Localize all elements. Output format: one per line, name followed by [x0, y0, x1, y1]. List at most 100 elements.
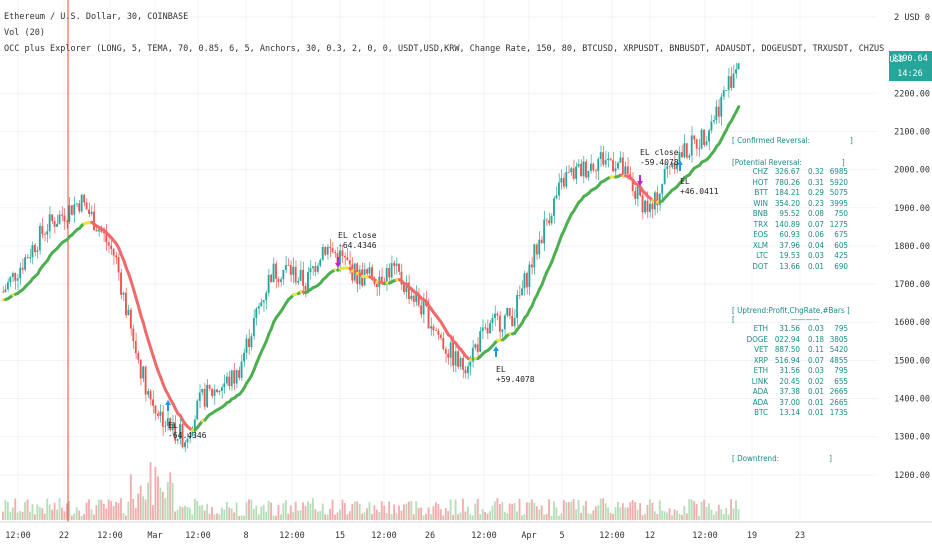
volume-bar — [193, 498, 196, 520]
candle-body — [688, 155, 691, 158]
bars-cell: 6985 — [829, 167, 848, 176]
candle-body — [459, 358, 462, 367]
time-tick-label: 12:00 — [185, 531, 211, 541]
volume-bar — [159, 487, 162, 520]
candle-body — [122, 292, 125, 295]
volume-bar — [646, 504, 649, 520]
table-row: DOGE 022.94 0.18 3805 — [732, 335, 850, 346]
symbol-title: Ethereum / U.S. Dollar, 30, COINBASE — [4, 12, 189, 22]
volume-bar — [299, 510, 302, 520]
volume-bar — [368, 502, 371, 520]
candle-body — [557, 182, 560, 196]
tema-segment — [141, 321, 148, 335]
bars-cell: 5420 — [829, 345, 848, 354]
volume-bar — [321, 503, 324, 520]
bars-cell: 5920 — [829, 177, 848, 187]
candle-body — [671, 162, 673, 167]
candle-body — [457, 351, 459, 367]
candle-body — [58, 214, 61, 224]
volume-bar — [607, 507, 610, 520]
volume-bar — [715, 511, 718, 520]
time-tick-label: 12:00 — [5, 531, 31, 541]
volume-bar — [2, 511, 4, 520]
candle-body — [680, 152, 683, 158]
signal-arrow — [637, 175, 643, 186]
profit-cell: 95.52 — [779, 209, 800, 218]
volume-bar — [203, 510, 206, 520]
candle-body — [326, 246, 329, 255]
candle-body — [666, 166, 669, 169]
volume-bar — [523, 514, 526, 520]
candle-body — [206, 384, 209, 407]
candle-body — [88, 209, 90, 214]
candle-body — [53, 221, 56, 227]
volume-bar — [341, 499, 344, 520]
candle-body — [395, 263, 398, 266]
volume-bar — [442, 515, 445, 520]
candle-body — [31, 245, 34, 258]
volume-bar — [466, 506, 469, 520]
volume-bar — [255, 505, 258, 520]
candle-body — [46, 231, 49, 235]
candle-body — [311, 266, 314, 269]
volume-bar — [257, 514, 260, 520]
candle-body — [203, 388, 206, 407]
candle-body — [469, 361, 472, 367]
candle-body — [95, 230, 98, 232]
candle-body — [631, 179, 634, 192]
volume-bar — [671, 515, 673, 520]
signal-value-label: -64.4346 — [168, 431, 207, 440]
candle-body — [319, 259, 322, 266]
candle-body — [708, 130, 710, 142]
candle-body — [307, 272, 309, 291]
volume-bar — [51, 509, 54, 520]
candle-body — [115, 255, 118, 258]
profit-cell: 20.45 — [779, 376, 800, 386]
bars-cell: 425 — [834, 251, 848, 260]
candle-body — [43, 234, 46, 235]
candle-body — [302, 269, 304, 286]
volume-bar — [673, 509, 676, 520]
candle-body — [550, 215, 553, 224]
candle-body — [272, 263, 275, 283]
candle-body — [489, 323, 491, 334]
volume-bar — [56, 509, 58, 520]
candle-body — [38, 225, 41, 251]
volume-bar — [351, 504, 354, 520]
chgrate-cell: 0.08 — [807, 209, 824, 218]
candle-body — [245, 338, 248, 353]
candle-body — [48, 214, 51, 232]
volume-bar — [139, 485, 142, 520]
ticker-cell: WIN — [753, 198, 768, 208]
candle-body — [149, 391, 152, 400]
ticker-cell: LTC — [756, 251, 768, 260]
volume-bar — [557, 515, 560, 520]
candle-body — [358, 269, 361, 285]
candle-body — [139, 359, 142, 379]
volume-bar — [93, 514, 95, 520]
volume-bar — [142, 496, 145, 520]
volume-bar — [469, 514, 472, 520]
potential-reversal-title: [Potential Reversal: — [732, 158, 802, 167]
candle-body — [673, 162, 676, 170]
candle-body — [506, 308, 509, 316]
chgrate-cell: 0.04 — [807, 240, 824, 250]
volume-bar — [464, 511, 467, 520]
candle-body — [639, 186, 641, 196]
candle-body — [147, 391, 149, 395]
volume-bar — [127, 501, 130, 520]
volume-bar — [506, 513, 509, 520]
candle-body — [501, 329, 504, 332]
candle-body — [383, 281, 386, 283]
signal-type-label: EL — [680, 177, 690, 186]
candle-body — [545, 219, 548, 221]
volume-bar — [410, 500, 413, 520]
volume-bar — [525, 502, 528, 520]
candle-body — [617, 162, 619, 169]
volume-bar — [434, 502, 437, 520]
volume-bar — [19, 510, 22, 520]
volume-bar — [307, 501, 309, 520]
volume-bar — [398, 505, 400, 520]
volume-bar — [629, 502, 632, 520]
